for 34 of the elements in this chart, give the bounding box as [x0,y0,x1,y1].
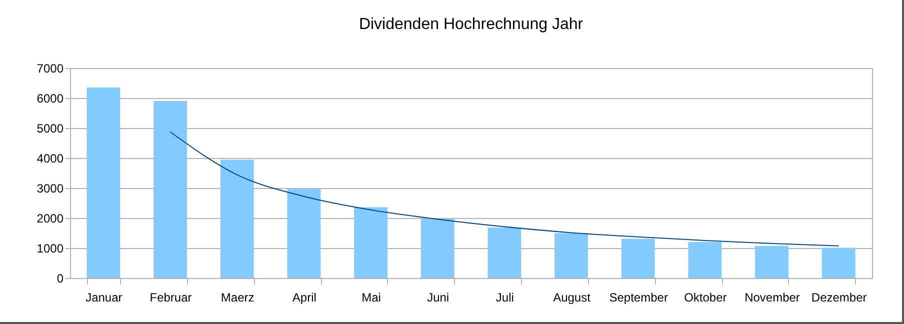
bar [287,188,321,278]
y-tick-label: 3000 [36,182,64,196]
x-tick-label: Mai [362,290,381,304]
y-tick-label: 6000 [36,92,64,106]
bar [621,238,655,278]
line-series [170,131,840,246]
x-tick-label: Dezember [811,290,867,304]
bar [755,246,788,278]
bar [488,228,522,278]
bar [354,207,388,278]
y-tick-label: 4000 [36,152,64,166]
x-tick-label: November [744,290,800,304]
bar [554,233,588,278]
bar [822,248,856,278]
x-tick-label: April [292,290,316,304]
x-tick-label: Juli [496,290,514,304]
bar [688,242,722,278]
bar [154,101,187,278]
y-tick-label: 7000 [36,62,64,76]
x-tick-label: August [553,290,592,304]
x-tick-label: Februar [150,290,192,304]
x-tick-label: Oktober [684,290,727,304]
bar [420,218,454,278]
chart-title: Dividenden Hochrechnung Jahr [358,16,584,33]
x-tick-label: September [609,290,668,304]
bar [220,160,254,278]
x-tick-label: Maerz [220,290,254,304]
y-tick-label: 5000 [36,122,64,136]
bar [86,88,120,278]
x-tick-label: Januar [86,290,122,304]
y-tick-label: 2000 [36,212,64,226]
y-tick-label: 1000 [36,242,64,256]
x-tick-label: Juni [427,290,450,304]
y-tick-label: 0 [56,272,64,286]
